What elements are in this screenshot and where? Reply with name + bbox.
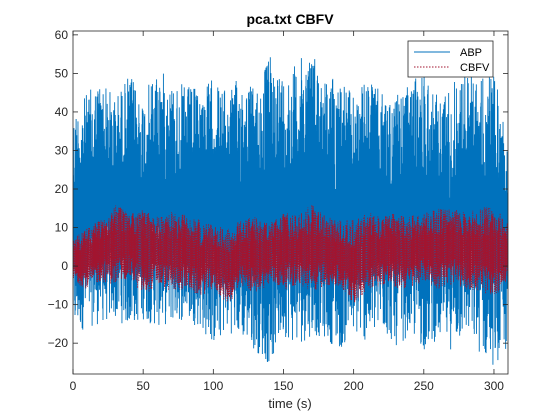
y-tick-label: 60 [55,28,69,42]
y-tick-label: −20 [48,336,69,350]
x-tick-label: 150 [273,379,293,393]
legend: ABP CBFV [407,40,494,78]
series-line-abp [73,57,508,365]
series-line-cbfv [73,204,508,303]
x-tick-label: 300 [484,379,504,393]
y-tick-label: 10 [55,221,69,235]
x-tick-label: 100 [203,379,223,393]
x-tick-label: 250 [414,379,434,393]
x-tick-label: 0 [70,379,77,393]
y-tick-label: −10 [48,298,69,312]
y-tick-label: 50 [55,66,69,80]
legend-box [407,40,494,78]
y-tick-label: 40 [55,105,69,119]
axes: 0 50 100 150 200 250 300 −20 −10 0 10 20 30 40 50 60 [48,28,509,393]
y-tick-label: 30 [55,143,69,157]
legend-label-cbfv: CBFV [460,62,490,74]
y-tick-label: 20 [55,182,69,196]
chart-title: pca.txt CBFV [246,11,334,27]
legend-label-abp: ABP [460,47,482,59]
y-tick-label: 0 [61,259,68,273]
x-tick-label: 50 [136,379,150,393]
plot-frame [72,30,509,375]
x-axis-label: time (s) [268,396,311,411]
x-tick-label: 200 [344,379,364,393]
plot-area [73,57,508,365]
